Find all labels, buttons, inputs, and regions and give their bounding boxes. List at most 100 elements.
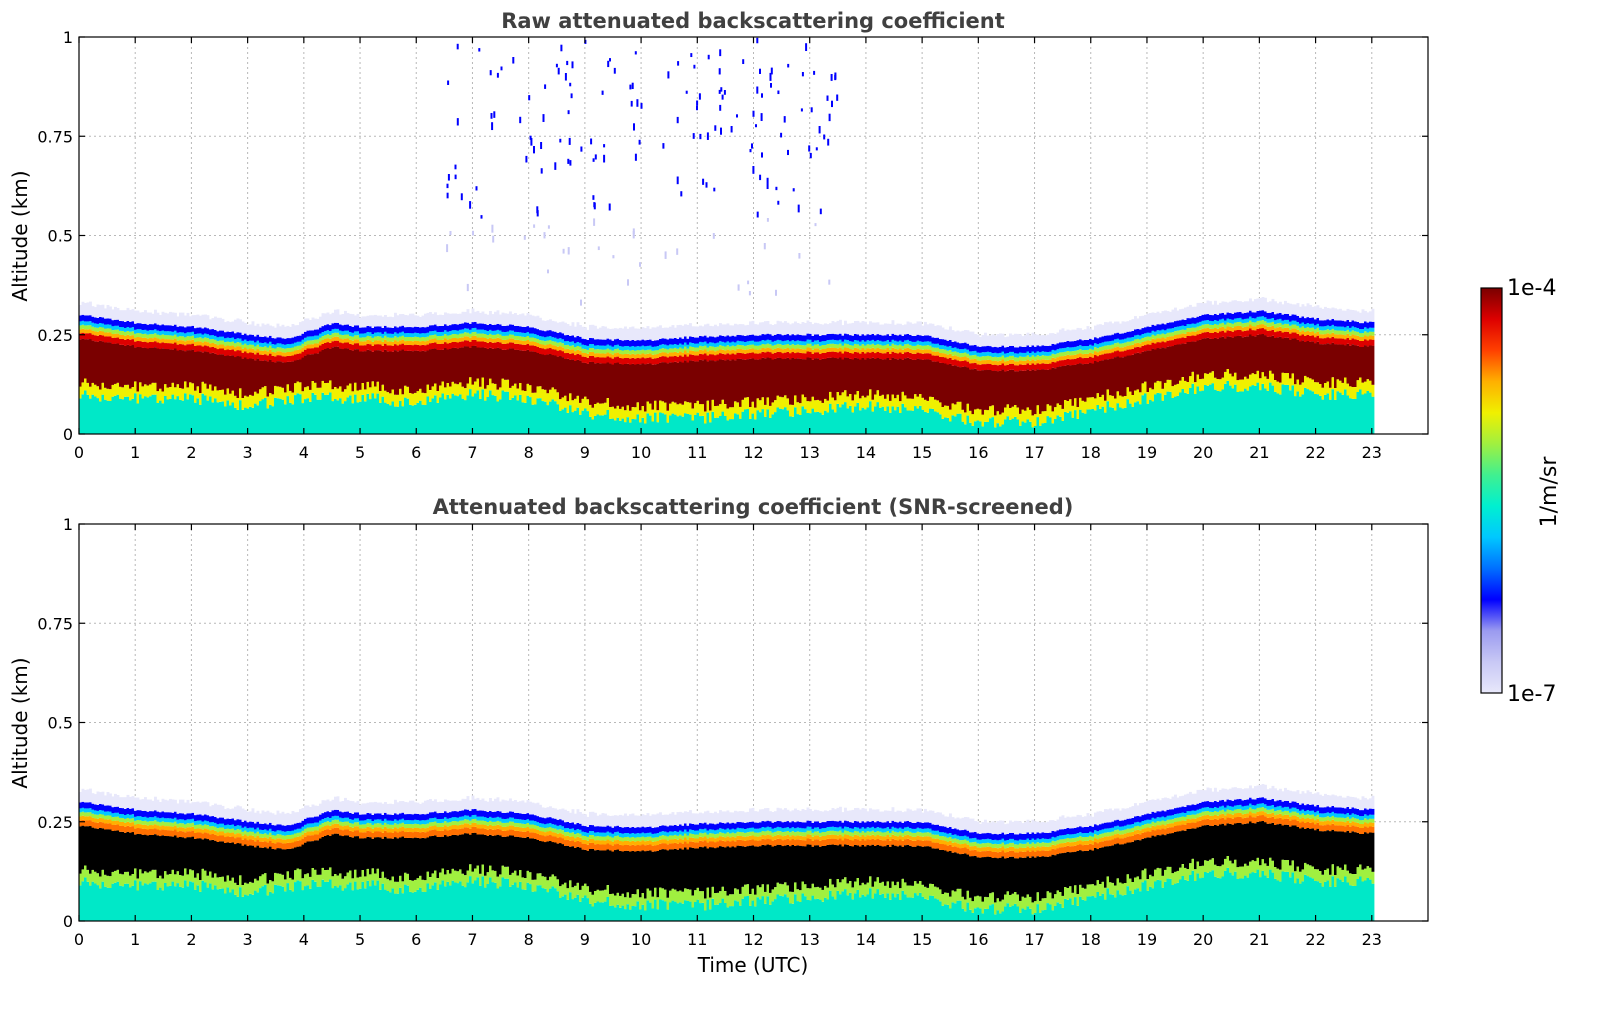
heatmap-cell (1276, 313, 1280, 320)
heatmap-cell (611, 358, 615, 365)
heatmap-cell (749, 344, 752, 349)
heatmap-cell (214, 343, 217, 348)
heatmap-cell (696, 347, 700, 352)
sparse-signal-point (490, 113, 493, 119)
heatmap-cell (1036, 363, 1040, 370)
heatmap-cell (919, 349, 922, 354)
heatmap-cell (576, 342, 580, 346)
heatmap-cell (1169, 328, 1172, 333)
heatmap-cell (919, 341, 922, 346)
heatmap-cell (1001, 424, 1005, 434)
heatmap-cell (566, 348, 570, 353)
heatmap-cell (264, 350, 267, 355)
heatmap-cell (581, 352, 585, 357)
heatmap-cell (1369, 392, 1372, 434)
heatmap-cell (1299, 327, 1302, 332)
heatmap-cell (664, 338, 667, 345)
heatmap-cell (1349, 321, 1352, 328)
heatmap-cell (526, 326, 530, 333)
heatmap-cell (986, 422, 990, 434)
heatmap-cell (861, 407, 865, 434)
heatmap-cell (449, 325, 452, 332)
heatmap-cell (1334, 326, 1337, 331)
heatmap-cell (854, 321, 857, 334)
heatmap-cell (1034, 414, 1037, 426)
heatmap-cell (1044, 355, 1047, 360)
heatmap-cell (1264, 321, 1267, 326)
heatmap-cell (129, 309, 132, 322)
heatmap-cell (879, 334, 882, 341)
heatmap-cell (469, 329, 472, 334)
heatmap-cell (1221, 377, 1225, 390)
heatmap-cell (324, 339, 327, 343)
top-panel: Raw attenuated backscattering coefficien… (8, 9, 1429, 462)
heatmap-cell (664, 327, 667, 339)
heatmap-cell (674, 355, 677, 362)
heatmap-cell (834, 352, 837, 358)
heatmap-cell (729, 419, 732, 434)
heatmap-cell (766, 351, 770, 358)
heatmap-cell (439, 339, 442, 344)
heatmap-cell (114, 395, 117, 434)
heatmap-cell (1149, 332, 1152, 337)
heatmap-cell (1354, 310, 1357, 322)
heatmap-cell (119, 326, 122, 331)
heatmap-cell (626, 328, 630, 340)
heatmap-cell (801, 322, 805, 336)
heatmap-cell (274, 338, 277, 345)
heatmap-cell (744, 341, 747, 346)
heatmap-cell (896, 406, 900, 434)
heatmap-cell (609, 329, 612, 340)
heatmap-cell (559, 356, 562, 400)
heatmap-cell (251, 352, 255, 359)
heatmap-cell (604, 339, 607, 346)
heatmap-cell (634, 340, 637, 347)
heatmap-cell (719, 335, 722, 342)
heatmap-cell (814, 400, 817, 413)
heatmap-cell (694, 403, 697, 415)
heatmap-cell (184, 333, 187, 338)
heatmap-cell (1271, 325, 1275, 330)
heatmap-cell (621, 346, 625, 351)
heatmap-cell (1274, 324, 1277, 329)
heatmap-cell (994, 370, 997, 416)
heatmap-cell (244, 357, 247, 396)
heatmap-cell (901, 335, 905, 342)
heatmap-cell (1229, 385, 1232, 434)
heatmap-cell (1139, 329, 1142, 336)
heatmap-cell (1279, 330, 1282, 337)
heatmap-cell (671, 338, 675, 345)
heatmap-cell (611, 354, 615, 359)
heatmap-cell (1329, 344, 1332, 388)
heatmap-cell (719, 359, 722, 405)
heatmap-cell (1106, 335, 1110, 342)
heatmap-cell (336, 328, 340, 333)
heatmap-cell (856, 358, 860, 391)
heatmap-cell (536, 335, 540, 339)
heatmap-cell (564, 341, 567, 346)
heatmap-cell (1309, 390, 1312, 434)
heatmap-cell (474, 339, 477, 346)
heatmap-cell (401, 314, 405, 326)
heatmap-cell (961, 330, 965, 343)
heatmap-cell (926, 412, 930, 434)
heatmap-cell (979, 409, 982, 422)
heatmap-cell (991, 353, 995, 358)
heatmap-cell (776, 343, 780, 348)
heatmap-cell (996, 371, 1000, 412)
heatmap-cell (631, 407, 635, 419)
heatmap-cell (171, 331, 175, 336)
heatmap-cell (971, 369, 975, 415)
heatmap-cell (711, 342, 715, 347)
heatmap-cell (459, 347, 462, 383)
heatmap-cell (809, 351, 812, 358)
heatmap-cell (906, 398, 910, 411)
heatmap-cell (1061, 356, 1065, 361)
heatmap-cell (1231, 323, 1235, 328)
heatmap-cell (1141, 334, 1145, 338)
heatmap-cell (501, 339, 505, 344)
heatmap-cell (1206, 327, 1210, 332)
heatmap-cell (929, 408, 932, 434)
heatmap-cell (874, 341, 877, 346)
heatmap-cell (1259, 328, 1262, 335)
